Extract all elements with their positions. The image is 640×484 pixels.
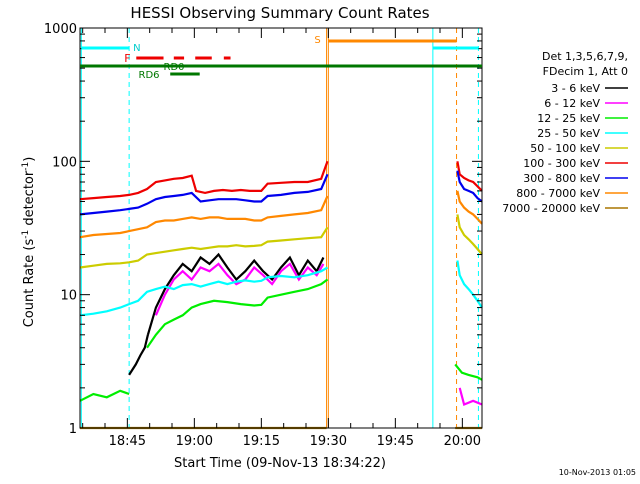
y-tick-label: 1000: [44, 22, 77, 37]
legend-header-det: Det 1,3,5,6,7,9,: [542, 50, 628, 63]
date-stamp: 10-Nov-2013 01:05: [559, 468, 636, 477]
legend-header-att: FDecim 1, Att 0: [543, 65, 628, 78]
series-line-800-7000-keV: [79, 195, 329, 239]
x-tick-label: 19:30: [310, 434, 347, 449]
legend-entry-label: 100 - 300 keV: [523, 157, 600, 170]
series-line-12-25-keV: [79, 389, 130, 402]
x-axis-label: Start Time (09-Nov-13 18:34:22): [174, 456, 386, 471]
series-line-6-12-keV: [458, 387, 483, 406]
legend-entry-label: 3 - 6 keV: [551, 82, 600, 95]
legend: Det 1,3,5,6,7,9, FDecim 1, Att 0 3 - 6 k…: [502, 50, 628, 215]
axes: 1 10 100 1000 18:45 19:00 19:15 19:30 19:45 20:00: [44, 22, 483, 449]
y-tick-label: 1: [69, 422, 77, 437]
legend-entry-label: 6 - 12 keV: [544, 97, 600, 110]
series-line-3-6-keV: [146, 252, 325, 336]
flag-label-rd6: RD6: [139, 70, 160, 81]
series-line-800-7000-keV: [456, 190, 483, 225]
series-line-3-6-keV: [128, 334, 149, 376]
flag-label-n: N: [133, 43, 140, 54]
series-line-12-25-keV: [146, 278, 329, 349]
y-axis-label-sup1: -1: [21, 230, 31, 239]
legend-entry-label: 50 - 100 keV: [530, 142, 600, 155]
x-tick-label: 19:00: [176, 434, 213, 449]
x-tick-label: 18:45: [109, 434, 146, 449]
y-axis-label-mid: detector: [22, 170, 37, 230]
legend-entry-label: 25 - 50 keV: [537, 127, 600, 140]
legend-entry-label: 12 - 25 keV: [537, 112, 600, 125]
flag-bars: NF RD0 RD6 S: [80, 35, 482, 81]
x-tick-label: 20:00: [444, 434, 481, 449]
x-tick-label: 19:45: [377, 434, 414, 449]
y-axis-label-sup2: -1: [21, 162, 31, 171]
legend-entry-label: 800 - 7000 keV: [516, 187, 600, 200]
chart-title: HESSI Observing Summary Count Rates: [130, 4, 429, 22]
y-axis-label-end: ): [22, 157, 37, 162]
plot-area: [79, 28, 483, 430]
x-tick-label: 19:15: [243, 434, 280, 449]
series-line-300-800-keV: [456, 170, 483, 203]
series-line-12-25-keV: [454, 363, 483, 381]
series-line-50-100-keV: [79, 226, 329, 269]
legend-entry-label: 7000 - 20000 keV: [502, 202, 600, 215]
series-line-50-100-keV: [456, 214, 483, 256]
series-line-300-800-keV: [79, 173, 329, 216]
y-tick-label: 10: [60, 289, 77, 304]
flag-label-f: F: [124, 52, 130, 65]
plot-frame: [79, 27, 483, 429]
series-line-100-300-keV: [456, 161, 483, 192]
series-line-100-300-keV: [79, 160, 329, 201]
y-tick-label: 100: [52, 155, 77, 170]
flag-label-rd0: RD0: [164, 62, 185, 73]
y-axis-label-main: Count Rate (s: [22, 239, 37, 328]
series-line-25-50-keV: [79, 266, 329, 317]
legend-entry-label: 300 - 800 keV: [523, 172, 600, 185]
y-axis-label: Count Rate (s-1 detector-1): [21, 157, 37, 328]
flag-label-s: S: [314, 35, 320, 46]
